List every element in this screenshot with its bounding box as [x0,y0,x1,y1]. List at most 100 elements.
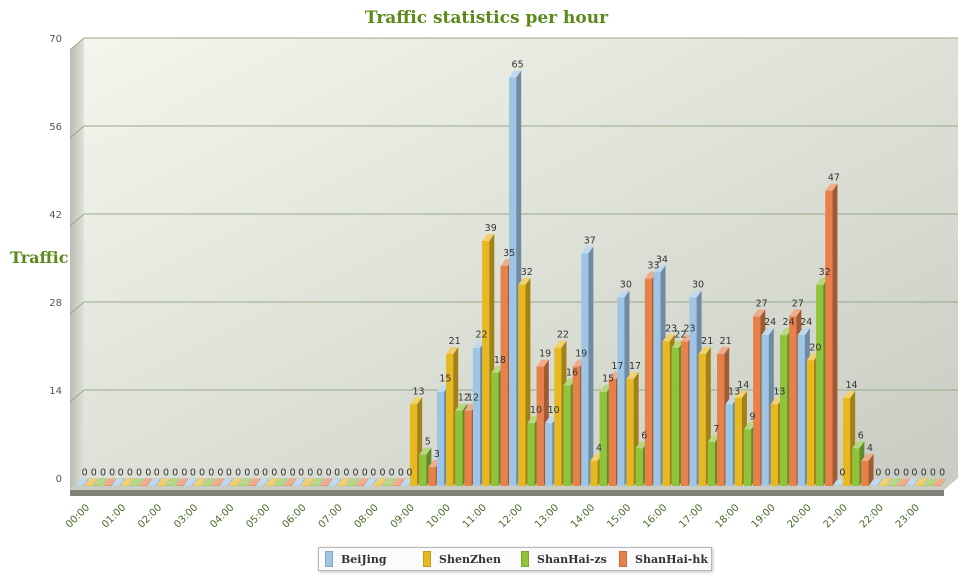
bar-side [390,478,396,486]
legend-swatch [325,551,333,567]
bar-top [274,478,288,486]
bar-front [509,77,517,486]
data-label: 4 [867,443,873,454]
bar-front [905,485,914,486]
bar-front [635,448,643,486]
bar [310,478,324,486]
bar-front [364,485,372,486]
bar [202,478,215,486]
bar-front [806,360,815,486]
data-label: 30 [620,279,632,290]
bar-front [256,485,264,486]
bar-top [491,365,504,373]
bar-front [725,404,733,486]
x-tick-label: 23:00 [894,502,922,530]
bar [130,478,143,486]
bar-front [193,485,201,486]
bar [861,453,874,486]
bar-front [527,423,535,486]
bar-top [617,290,630,298]
bar-top [924,478,937,486]
data-label: 0 [244,468,250,479]
bar-front [707,442,716,486]
bar-front [816,284,824,486]
bar-side [92,478,98,486]
bar-front [644,278,653,486]
bar-front [247,485,256,486]
y-tick-label: 28 [49,298,62,309]
bar-side [318,478,324,486]
legend-label: ShenZhen [439,552,501,566]
y-tick-label: 70 [49,34,62,45]
gridline-side [69,389,85,403]
bar-front [545,423,553,486]
bar [292,478,305,486]
bar [229,478,242,486]
bar-front [166,485,174,486]
bar-side [335,478,341,486]
bar-top [139,478,152,486]
data-label: 6 [641,430,647,441]
data-label: 0 [362,468,368,479]
bar-top [599,384,612,392]
bar-front [184,485,192,486]
bar-top [905,478,919,486]
bar-top [833,478,846,486]
bar-top [112,478,125,486]
bar [328,478,341,486]
bar-side [191,478,197,486]
legend: BeiJing ShenZhen ShanHai-zs ShanHai-hk [318,547,712,571]
bar-top [915,478,928,486]
bar-top [472,340,486,348]
data-label: 0 [389,468,395,479]
x-tick-label: 10:00 [425,502,453,530]
bar [897,478,910,486]
bar-side [291,478,297,486]
bar-front [292,485,300,486]
bar [301,478,314,486]
x-tick-label: 09:00 [389,502,417,530]
bar [924,478,937,486]
bar [94,478,107,486]
bar-side [308,478,314,486]
bar-side [832,183,838,487]
data-label: 10 [530,405,542,416]
bar-top [337,478,350,486]
legend-item: ShanHai-zs [515,551,613,567]
x-tick-label: 02:00 [136,502,164,530]
plot-side-wall [70,38,84,490]
bar-side [110,478,116,486]
bar [320,478,333,486]
bar-side [272,478,278,486]
bar-top [121,478,134,486]
data-label: 19 [575,349,587,360]
bar-top [852,441,865,449]
bar [373,478,387,486]
bar-top [933,478,946,486]
data-label: 24 [800,317,812,328]
x-tick-label: 16:00 [641,502,669,530]
bar-front [148,485,156,486]
bar-side [399,478,405,486]
x-tick-label: 19:00 [750,502,778,530]
x-tick-label: 00:00 [64,502,92,530]
data-label: 0 [91,468,97,479]
data-label: 0 [100,468,106,479]
bar-top [581,246,594,254]
bar-top [635,441,648,449]
bar-top [455,403,468,411]
bar-top [157,478,170,486]
bar-top [364,478,377,486]
bar [157,478,170,486]
bar-top [662,334,675,342]
bar-front [211,485,220,486]
data-label: 3 [434,449,440,460]
bar-top [409,397,423,405]
bar-top [446,347,459,354]
bar [148,478,161,486]
x-tick-label: 08:00 [353,502,381,530]
bar-front [689,297,697,486]
data-label: 0 [271,468,277,479]
bar-front [455,410,463,486]
bar-front [482,240,490,486]
